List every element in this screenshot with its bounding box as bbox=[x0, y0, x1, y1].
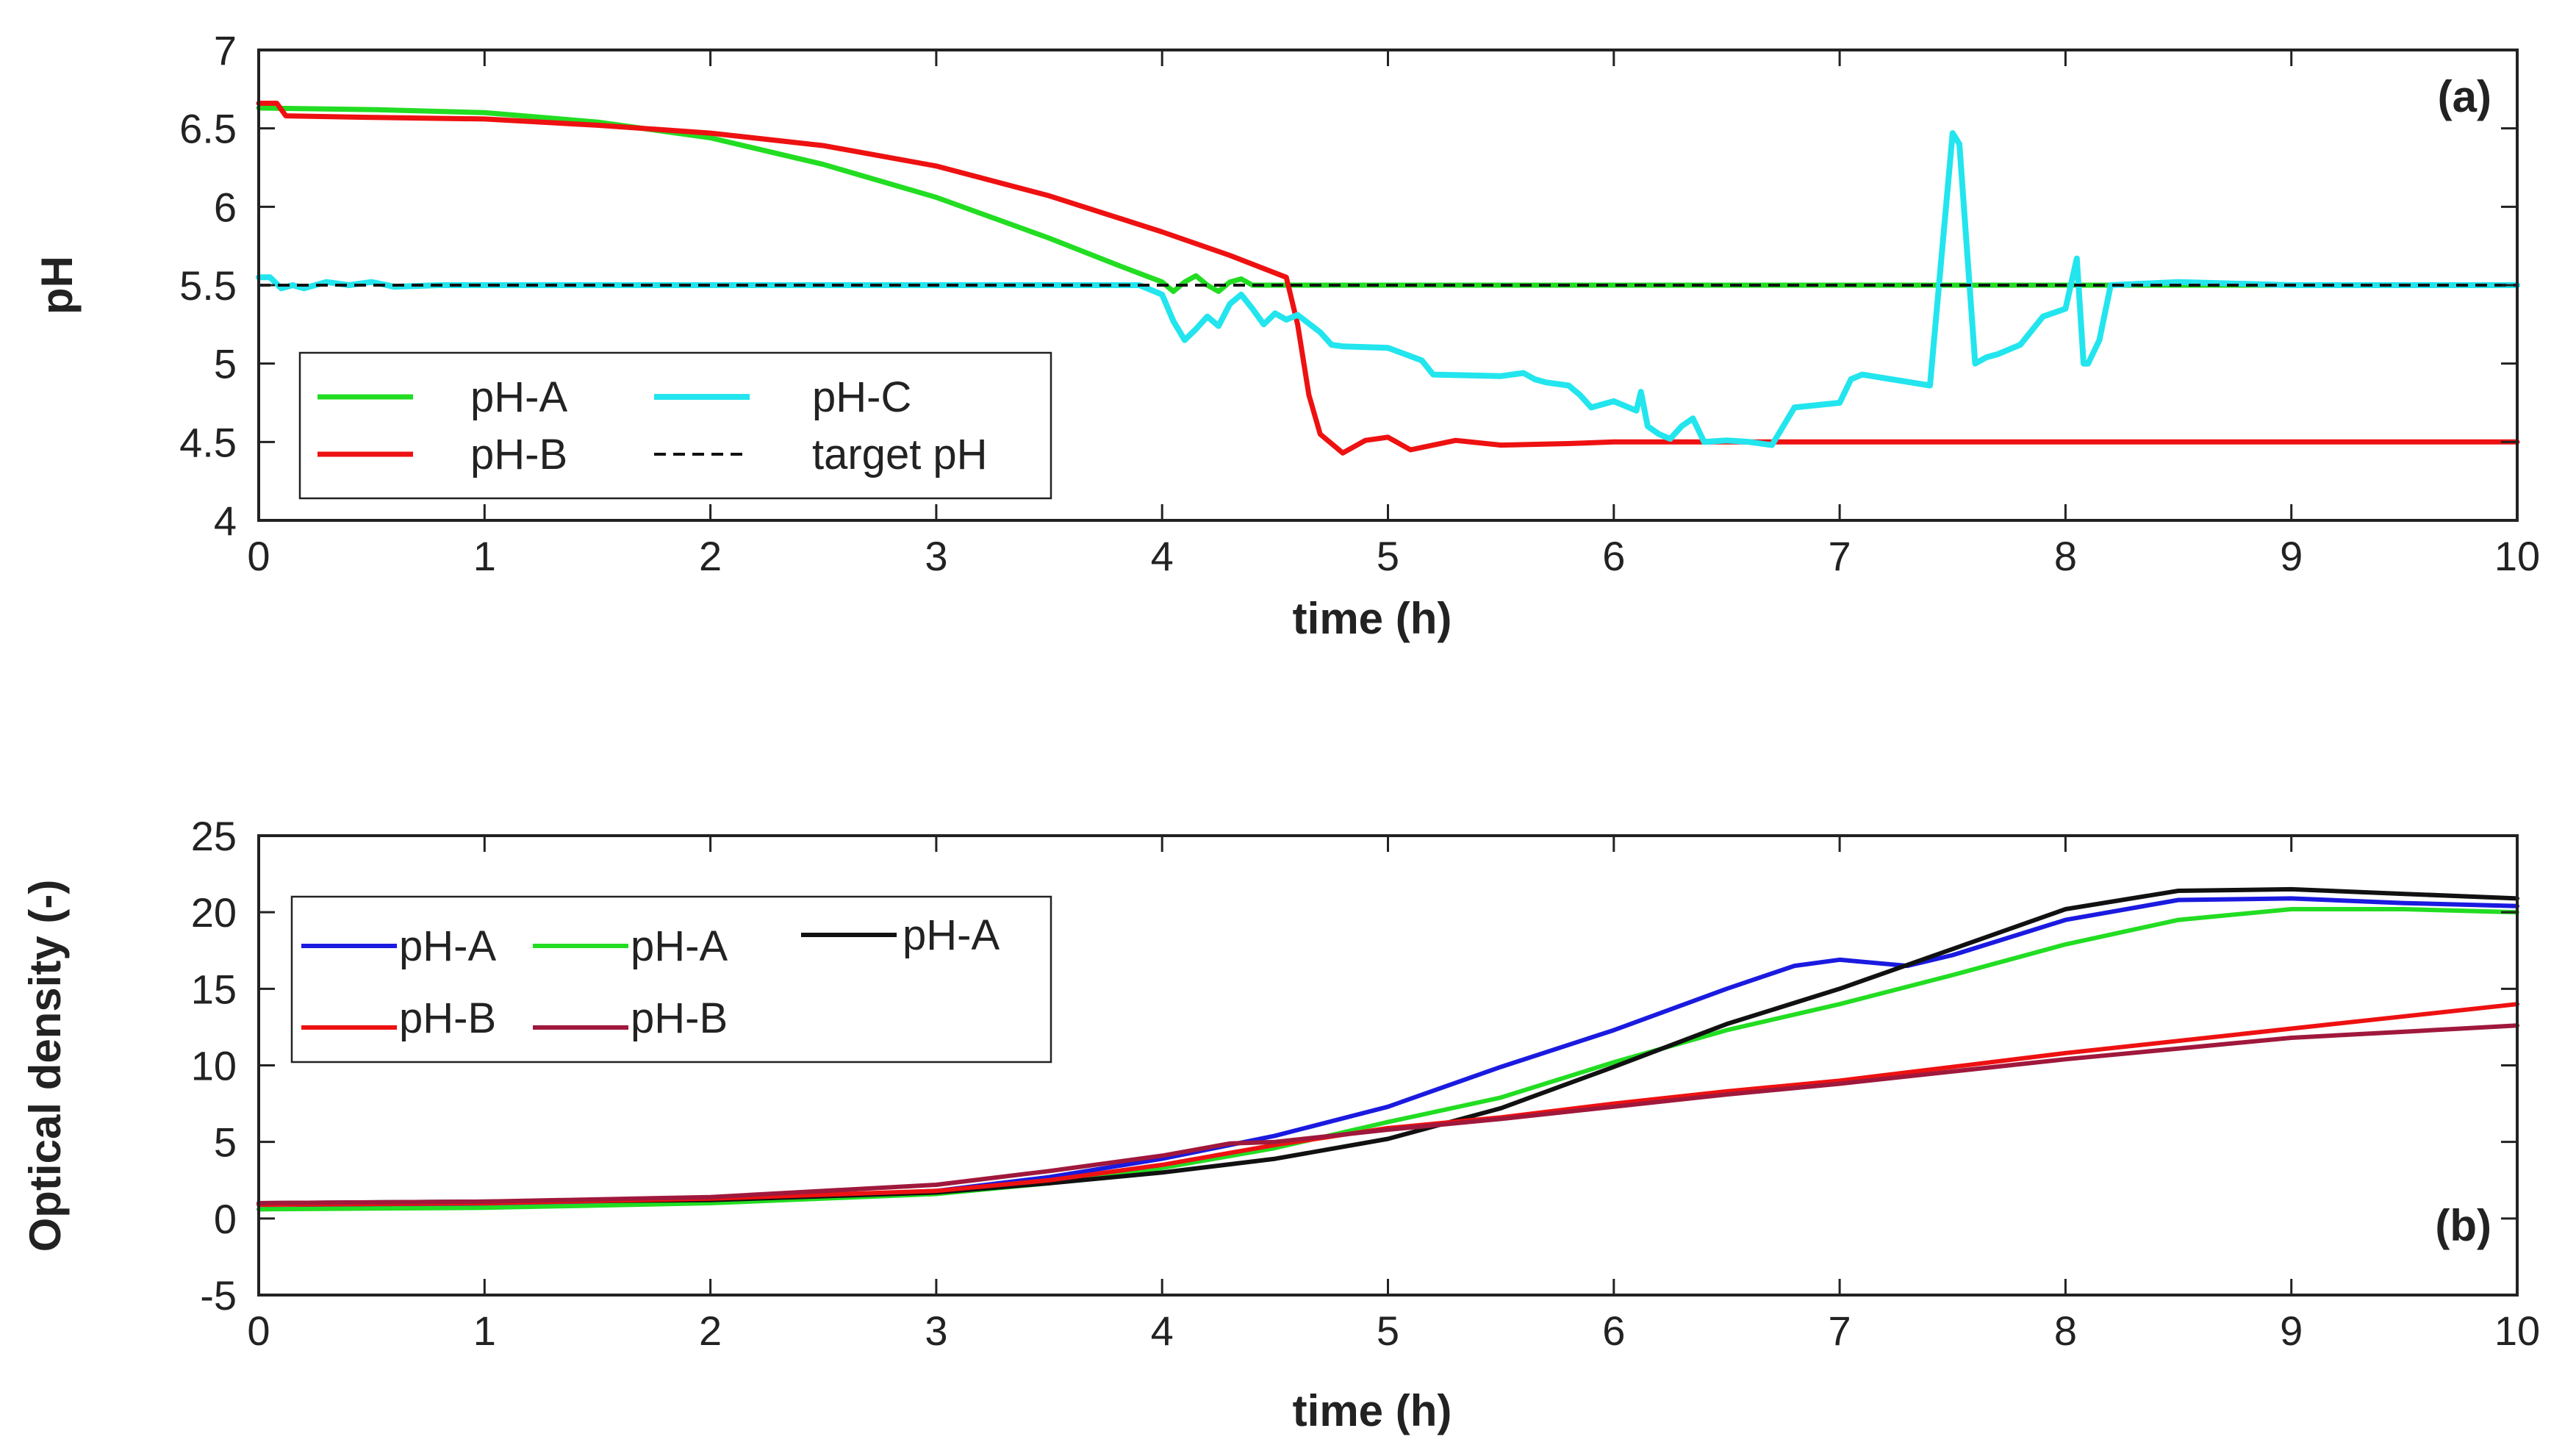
panel-b-y-tick-label: 10 bbox=[191, 1043, 237, 1089]
panel-a-y-tick-label: 6.5 bbox=[179, 106, 237, 152]
panel-a-x-tick-label: 10 bbox=[2494, 533, 2540, 579]
panel-b-x-tick-label: 3 bbox=[925, 1308, 947, 1354]
legend-label-ph-a-blue: pH-A bbox=[399, 922, 496, 970]
panel-a-x-tick-label: 2 bbox=[699, 533, 722, 579]
panel-b-x-tick-label: 6 bbox=[1602, 1308, 1625, 1354]
panel-b-y-tick-label: 20 bbox=[191, 889, 237, 936]
panel-a-x-tick-label: 6 bbox=[1602, 533, 1625, 579]
legend-label-ph-b-red: pH-B bbox=[399, 994, 496, 1042]
panel-a-y-tick-label: 5 bbox=[214, 341, 237, 387]
panel-b-x-tick-label: 2 bbox=[699, 1308, 722, 1354]
panel-a: 0 1 2 3 4 5 6 7 8 9 10 4 4.5 5 5.5 6 6.5 7 (a) time (h) p… bbox=[32, 27, 2540, 643]
panel-a-x-tick-label: 0 bbox=[247, 533, 270, 579]
panel-a-legend: pH-A pH-B pH-C target pH bbox=[298, 351, 1052, 500]
panel-a-x-tick-label: 4 bbox=[1151, 533, 1174, 579]
legend-label-target-ph: target pH bbox=[812, 431, 988, 478]
panel-b-x-tick-label: 10 bbox=[2494, 1308, 2540, 1354]
panel-a-x-tick-label: 9 bbox=[2280, 533, 2303, 579]
panel-b-series-ph-b-maroon bbox=[256, 1023, 2519, 1205]
panel-a-x-tick-label: 7 bbox=[1829, 533, 1851, 579]
panel-b-y-tick-label: 0 bbox=[214, 1196, 237, 1242]
panel-a-ticks: 0 1 2 3 4 5 6 7 8 9 10 4 4.5 5 5.5 6 6.5 7 bbox=[179, 27, 2540, 579]
panel-a-x-tick-label: 8 bbox=[2054, 533, 2077, 579]
legend-label-ph-b: pH-B bbox=[470, 431, 567, 478]
panel-b-y-tick-label: 15 bbox=[191, 966, 237, 1012]
panel-b-x-tick-label: 0 bbox=[247, 1308, 270, 1354]
legend-label-ph-c: pH-C bbox=[812, 373, 911, 421]
panel-a-xlabel: time (h) bbox=[1293, 594, 1452, 643]
panel-a-x-tick-label: 3 bbox=[925, 533, 947, 579]
panel-b-xlabel: time (h) bbox=[1293, 1386, 1452, 1435]
panel-b-legend: pH-A pH-A pH-A pH-B pH-B bbox=[290, 895, 1052, 1064]
panel-a-series-ph-a-green bbox=[256, 105, 2520, 294]
panel-a-y-tick-label: 5.5 bbox=[179, 262, 237, 309]
panel-a-x-tick-label: 1 bbox=[473, 533, 496, 579]
panel-b-x-tick-label: 9 bbox=[2280, 1308, 2303, 1354]
legend-label-ph-a-green: pH-A bbox=[631, 922, 728, 970]
panel-b-x-tick-label: 4 bbox=[1151, 1308, 1174, 1354]
panel-b-x-tick-label: 5 bbox=[1377, 1308, 1399, 1354]
panel-b-series bbox=[256, 886, 2519, 1212]
panel-b-y-tick-label: 5 bbox=[214, 1119, 237, 1166]
panel-b-x-tick-label: 8 bbox=[2054, 1308, 2077, 1354]
panel-b-x-tick-label: 1 bbox=[473, 1308, 496, 1354]
panel-b-y-tick-label: -5 bbox=[200, 1272, 237, 1319]
panel-a-y-tick-label: 4 bbox=[214, 498, 237, 544]
legend-label-ph-a: pH-A bbox=[470, 373, 567, 421]
panel-a-x-tick-label: 5 bbox=[1377, 533, 1399, 579]
legend-box bbox=[290, 895, 1052, 1064]
panel-b-ylabel: Optical density (-) bbox=[21, 880, 70, 1252]
panel-a-y-tick-label: 6 bbox=[214, 184, 237, 230]
panel-b-x-tick-label: 7 bbox=[1829, 1308, 1851, 1354]
legend-label-ph-b-maroon: pH-B bbox=[631, 994, 728, 1042]
panel-a-y-tick-label: 4.5 bbox=[179, 419, 237, 465]
panel-a-ylabel: pH bbox=[32, 256, 82, 315]
panel-a-label: (a) bbox=[2438, 72, 2491, 121]
legend-box bbox=[298, 351, 1052, 500]
panel-a-series-ph-b-red bbox=[256, 101, 2520, 456]
panel-a-series bbox=[256, 101, 2520, 456]
legend-label-ph-a-black: pH-A bbox=[903, 911, 1000, 959]
panel-b-label: (b) bbox=[2435, 1201, 2491, 1250]
panel-b-series-ph-b-red bbox=[256, 1002, 2519, 1208]
panel-b-y-tick-label: 25 bbox=[191, 813, 237, 859]
panel-a-y-tick-label: 7 bbox=[214, 27, 237, 73]
